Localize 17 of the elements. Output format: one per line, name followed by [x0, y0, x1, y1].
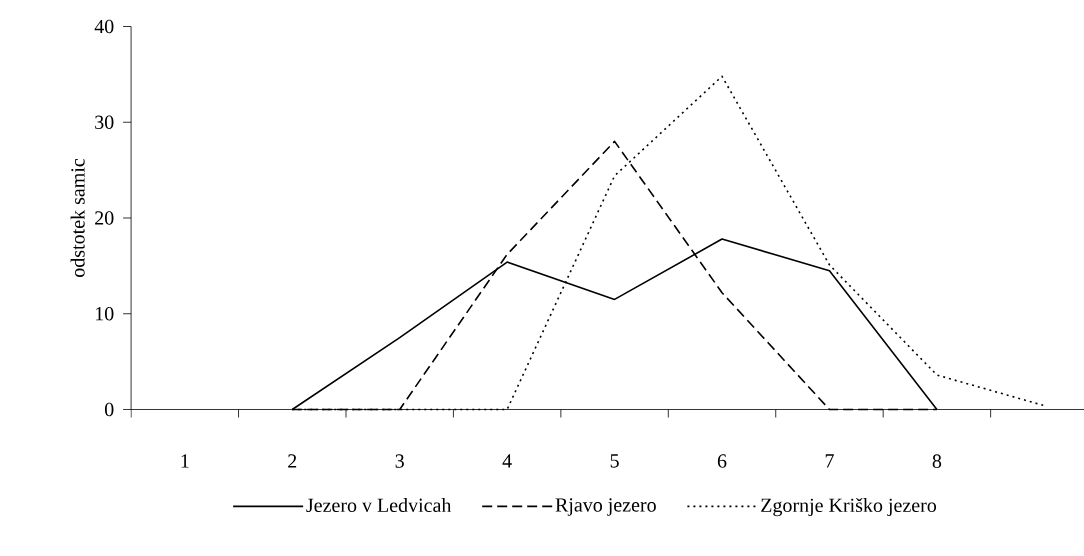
x-tick-label: 7 [825, 454, 834, 468]
x-tick-label: 2 [288, 454, 297, 468]
y-tick-label: 20 [95, 211, 114, 225]
legend-label: Zgornje Kriško jezero [761, 497, 937, 517]
x-tick-label: 8 [932, 454, 942, 468]
x-tick-label: 3 [395, 454, 404, 468]
x-tick-label: 4 [502, 454, 512, 468]
y-tick-label: 30 [95, 115, 114, 129]
x-tick-label: 6 [717, 454, 727, 468]
y-tick-label: 40 [94, 19, 114, 34]
y-axis-title: odstotek samic [70, 158, 85, 277]
legend-label: Rjavo jezero [555, 498, 656, 516]
y-tick-label: 10 [95, 307, 114, 321]
y-tick-label: 0 [104, 402, 114, 417]
legend-label: Jezero v Ledvicah [306, 497, 452, 513]
x-tick-label: 5 [610, 454, 619, 468]
x-tick-label: 1 [181, 454, 189, 468]
